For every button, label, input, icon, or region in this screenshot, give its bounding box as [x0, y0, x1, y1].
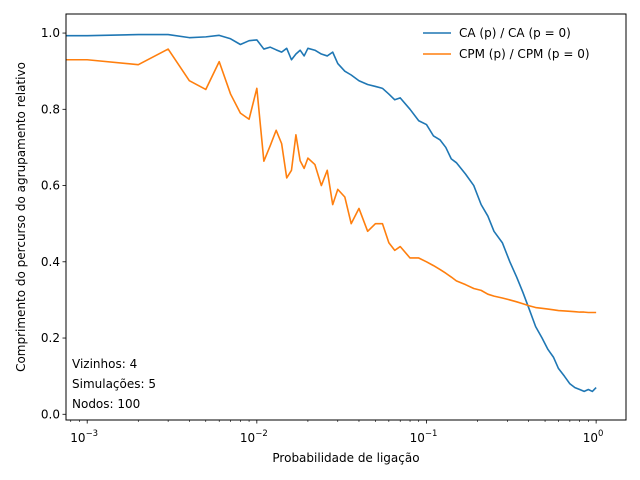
y-tick-label-2: 0.4 [41, 255, 60, 269]
legend-label-cpm: CPM (p) / CPM (p = 0) [459, 47, 590, 61]
y-axis-label: Comprimento do percurso do agrupamento r… [14, 62, 28, 372]
y-tick-label-0: 0.0 [41, 407, 60, 421]
legend-label-ca: CA (p) / CA (p = 0) [459, 26, 571, 40]
x-tick-label-3: 100 [583, 429, 604, 445]
ticks-layer: 0.0 0.2 0.4 0.6 0.8 1.0 10−3 10−2 10−1 100 [41, 26, 604, 445]
annotations: Vizinhos: 4 Simulações: 5 Nodos: 100 [72, 357, 156, 411]
annotation-nodos: Nodos: 100 [72, 397, 140, 411]
x-tick-label-1: 10−2 [240, 429, 268, 445]
series-layer [66, 33, 597, 393]
y-tick-label-1: 0.2 [41, 331, 60, 345]
annotation-vizinhos: Vizinhos: 4 [72, 357, 137, 371]
series-line-0 [66, 33, 597, 393]
y-tick-label-3: 0.6 [41, 179, 60, 193]
annotation-simulacoes: Simulações: 5 [72, 377, 156, 391]
plot-frame [65, 13, 627, 421]
x-tick-label-2: 10−1 [410, 429, 438, 445]
y-tick-label-4: 0.8 [41, 102, 60, 116]
legend: CA (p) / CA (p = 0) CPM (p) / CPM (p = 0… [423, 26, 590, 61]
series-line-1 [66, 48, 597, 314]
x-tick-label-0: 10−3 [70, 429, 98, 445]
y-tick-label-5: 1.0 [41, 26, 60, 40]
x-axis-label: Probabilidade de ligação [272, 451, 419, 465]
